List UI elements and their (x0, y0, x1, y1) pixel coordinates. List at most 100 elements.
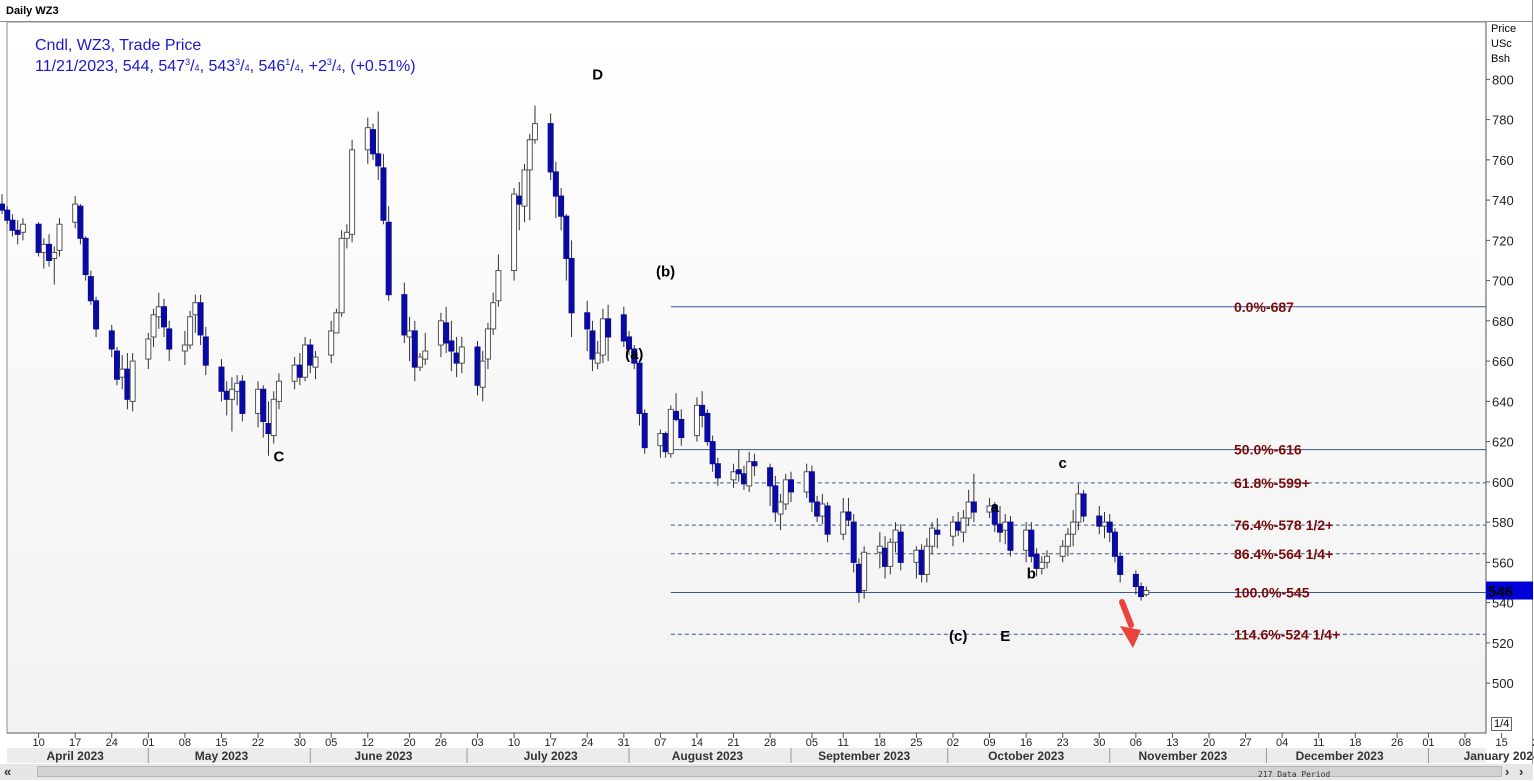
candle-body-bear (970, 501, 977, 513)
candle-body-bull (155, 306, 162, 318)
candle-body-bear (699, 404, 706, 416)
fib-level-label: 114.6%-524 1/4+ (1234, 626, 1340, 642)
fib-level-label: 76.4%-578 1/2+ (1234, 517, 1333, 533)
candle (1059, 540, 1066, 563)
candle-body-bull (150, 314, 157, 338)
candle-body-bull (72, 203, 79, 223)
x-tick-label: 17 (545, 737, 557, 749)
candle-body-bull (1143, 590, 1150, 596)
candle (1033, 548, 1040, 577)
instrument-info: Cndl, WZ3, Trade Price (35, 37, 202, 54)
fib-level-label: 50.0%-616 (1234, 442, 1302, 458)
candle (187, 310, 194, 350)
candle-body-bear (678, 418, 685, 439)
candle (260, 385, 267, 438)
y-tick-label: 660 (1492, 354, 1514, 369)
candle (704, 409, 711, 446)
x-tick-label: 22 (1532, 737, 1534, 749)
candle-body-bear (882, 547, 889, 567)
horizontal-scrollbar[interactable]: « 217 Data Period › › (0, 764, 1533, 780)
x-tick-label: 09 (983, 737, 995, 749)
candle (484, 322, 491, 370)
candle-body-bull (803, 471, 810, 493)
candle-body-bear (558, 195, 565, 217)
candle (87, 270, 94, 305)
candle-body-bull (338, 237, 345, 314)
candle-body-bear (516, 195, 523, 205)
candle-body-bull (228, 388, 235, 400)
candle-body-bull (819, 503, 826, 517)
y-tick-label: 720 (1492, 233, 1514, 248)
candle-body-bear (448, 340, 455, 352)
candle-body-bear (714, 463, 721, 479)
candle (1070, 510, 1077, 547)
candle-body-bear (673, 410, 680, 420)
candle-body-bull (275, 380, 282, 402)
candle-body-bear (443, 322, 450, 344)
candle (511, 188, 518, 281)
candle-body-bear (370, 129, 376, 155)
fib-level-label: 100.0%-545 (1234, 585, 1310, 601)
scroll-thumb[interactable]: 217 Data Period (37, 766, 1502, 779)
scroll-right-icon[interactable]: › › (1505, 764, 1527, 779)
candle-body-bear (1117, 555, 1124, 575)
candle-body-bull (417, 356, 424, 368)
x-tick-label: 15 (215, 737, 227, 749)
month-label: January 2024 (1464, 749, 1534, 763)
candle-body-bear (547, 123, 554, 173)
candle (568, 240, 575, 337)
candle-body-bear (934, 529, 941, 535)
candle (150, 308, 157, 348)
candle-body-bull (343, 231, 350, 239)
candle (850, 514, 857, 573)
candle-body-bull (746, 461, 753, 487)
current-price-marker (1486, 581, 1533, 600)
candle (312, 351, 319, 380)
candle-body-bull (861, 551, 868, 592)
wave-label: a (991, 499, 1000, 516)
candle-body-bear (855, 563, 862, 594)
candle-body-bear (751, 461, 758, 467)
candle-body-bear (589, 330, 596, 360)
candle-body-bull (526, 139, 533, 171)
scale-label[interactable]: 1/4 (1491, 717, 1513, 731)
wave-label: b (1027, 565, 1036, 582)
candle (626, 330, 633, 356)
candle-body-bull (56, 223, 63, 251)
candle-body-bear (202, 336, 209, 366)
candle (239, 375, 246, 422)
candle-body-bear (87, 276, 94, 302)
y-tick-label: 580 (1492, 515, 1514, 530)
candle-body-bear (641, 412, 648, 449)
candle-body-bull (181, 344, 188, 352)
candle-body-bear (709, 441, 716, 465)
candle-body-bull (1023, 529, 1030, 551)
candle (1106, 514, 1113, 543)
x-tick-label: 12 (362, 737, 374, 749)
x-tick-label: 26 (435, 737, 447, 749)
candle (620, 306, 627, 348)
scroll-left-icon[interactable]: « (4, 764, 12, 779)
candle (1064, 528, 1071, 557)
y-tick-label: 560 (1492, 555, 1514, 570)
x-tick-label: 24 (581, 737, 593, 749)
candle-body-bear (35, 223, 42, 253)
candle-body-bull (437, 320, 444, 346)
wave-label: E (1000, 628, 1010, 645)
candle (563, 214, 570, 281)
ohlc-open: 544 (122, 58, 150, 75)
candle-body-bear (474, 346, 481, 386)
candle-body-bear (223, 390, 230, 400)
candle-body-bull (1059, 545, 1066, 557)
candle (9, 214, 16, 237)
candle (678, 409, 685, 446)
candle (636, 361, 643, 426)
candle-body-bull (406, 330, 413, 338)
x-tick-label: 01 (1422, 737, 1434, 749)
candle-body-bull (192, 302, 199, 316)
candle (808, 465, 815, 513)
candle-body-bull (960, 517, 967, 533)
x-tick-label: 17 (69, 737, 81, 749)
x-tick-label: 20 (403, 737, 415, 749)
